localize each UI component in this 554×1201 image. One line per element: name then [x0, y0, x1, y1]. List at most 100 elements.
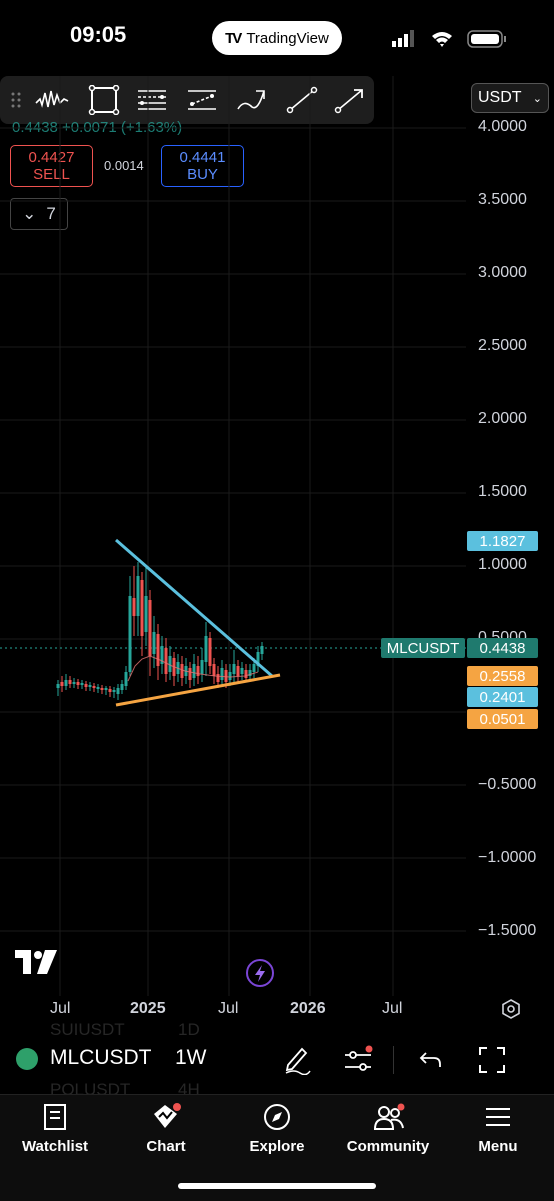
candle-body [136, 576, 140, 616]
symbol-price-tag: MLCUSDT [381, 638, 465, 658]
app-pill-label: TradingView [246, 29, 329, 47]
app-pill: TV TradingView [212, 21, 342, 55]
tradingview-logo-icon [15, 950, 57, 974]
sell-label: SELL [33, 166, 70, 183]
candle-body [200, 660, 204, 674]
price-tick: 1.0000 [478, 556, 527, 573]
price-tick: 2.5000 [478, 337, 527, 354]
lightning-icon [255, 965, 265, 982]
divider [393, 1046, 394, 1074]
currency-select[interactable]: USDT ⌄ [471, 83, 549, 113]
candle-body [208, 638, 212, 666]
tab-explore-label: Explore [249, 1138, 305, 1155]
triangle-lower-trendline [115, 673, 281, 707]
pattern-icon[interactable] [34, 85, 70, 115]
candle-body [108, 689, 112, 692]
tradingview-logo-icon: TV [225, 29, 242, 47]
community-icon [373, 1103, 405, 1130]
moving-average-line [127, 655, 259, 682]
time-tick-jul-2024: Jul [50, 1000, 71, 1017]
candle-body [60, 682, 64, 686]
price-label-lower-trend-2: 0.0501 [467, 709, 538, 729]
chart-settings-icon[interactable] [500, 998, 522, 1020]
price-tick: 1.5000 [478, 483, 527, 500]
candle-body [76, 682, 80, 685]
sell-button[interactable]: 0.4427 SELL [10, 145, 93, 187]
candle-body [180, 664, 184, 678]
symbol-name[interactable]: MLCUSDT [50, 1046, 152, 1069]
price-tick: −1.0000 [478, 849, 537, 866]
candle-body [228, 672, 232, 680]
compass-icon [264, 1104, 290, 1130]
candle-body [104, 688, 108, 690]
candle-body [260, 646, 264, 654]
tab-chart-label: Chart [146, 1138, 186, 1155]
interval-selector[interactable]: 1W [175, 1046, 207, 1069]
candle-body [84, 684, 88, 687]
currency-label: USDT [478, 89, 522, 106]
candle-body [160, 646, 164, 664]
brush-icon[interactable] [234, 85, 270, 115]
candle-body [240, 668, 244, 674]
symbol-logo-icon [16, 1048, 38, 1070]
candle-body [256, 652, 260, 666]
candle-body [140, 580, 144, 636]
candle-body [232, 664, 236, 674]
undo-icon[interactable] [418, 1047, 444, 1073]
buy-price: 0.4441 [179, 149, 226, 166]
candle-body [252, 664, 256, 672]
candle-body [112, 690, 116, 692]
battery-icon [467, 30, 503, 48]
price-label-upper-trend: 1.1827 [467, 531, 538, 551]
indicators-toggle[interactable]: ⌄ 7 [10, 198, 68, 230]
candle-body [80, 683, 84, 685]
candle-body [244, 670, 248, 678]
price-chart[interactable] [0, 76, 466, 996]
candles [56, 562, 264, 700]
candle-body [224, 670, 228, 682]
price-tick: 3.0000 [478, 264, 527, 281]
fib-retracement-icon[interactable] [134, 85, 170, 115]
flash-button[interactable] [246, 959, 274, 987]
book-icon [44, 1104, 66, 1130]
indicators-adjust-icon[interactable] [343, 1045, 375, 1075]
candle-body [124, 672, 128, 686]
candle-body [156, 634, 160, 666]
candle-body [120, 684, 124, 690]
spread-value: 0.0014 [104, 158, 144, 173]
signal-icon [392, 41, 396, 47]
candle-body [128, 596, 132, 672]
candle-body [248, 670, 252, 676]
time-tick-2025: 2025 [130, 1000, 166, 1017]
candle-body [116, 688, 120, 694]
price-tick: −0.5000 [478, 776, 537, 793]
candle-body [236, 666, 240, 676]
parallel-channel-icon[interactable] [184, 85, 220, 115]
candle-body [148, 600, 152, 656]
wifi-icon [432, 32, 452, 47]
price-tick: 2.0000 [478, 410, 527, 427]
candle-body [204, 636, 208, 662]
candle-body [196, 666, 200, 676]
candle-body [168, 656, 172, 672]
candle-body [152, 632, 156, 654]
candle-body [64, 680, 68, 686]
arrow-line-icon[interactable] [332, 85, 368, 115]
tab-menu-label: Menu [478, 1138, 518, 1155]
candle-body [96, 687, 100, 689]
chevron-down-icon: ⌄ [532, 92, 542, 105]
chevron-down-icon: ⌄ [22, 204, 37, 223]
fullscreen-icon[interactable] [478, 1046, 506, 1074]
rectangle-icon[interactable] [86, 85, 122, 115]
candle-body [56, 684, 60, 688]
indicator-count: 7 [46, 204, 56, 223]
drag-handle-icon[interactable] [2, 85, 30, 115]
time-tick-jul-2025: Jul [218, 1000, 239, 1017]
price-label-lower-trend: 0.2558 [467, 666, 538, 686]
candle-body [188, 668, 192, 680]
candle-body [100, 688, 104, 690]
grid [0, 76, 466, 996]
pen-icon[interactable] [282, 1043, 312, 1075]
chart-icon [154, 1103, 181, 1128]
buy-button[interactable]: 0.4441 BUY [161, 145, 244, 187]
